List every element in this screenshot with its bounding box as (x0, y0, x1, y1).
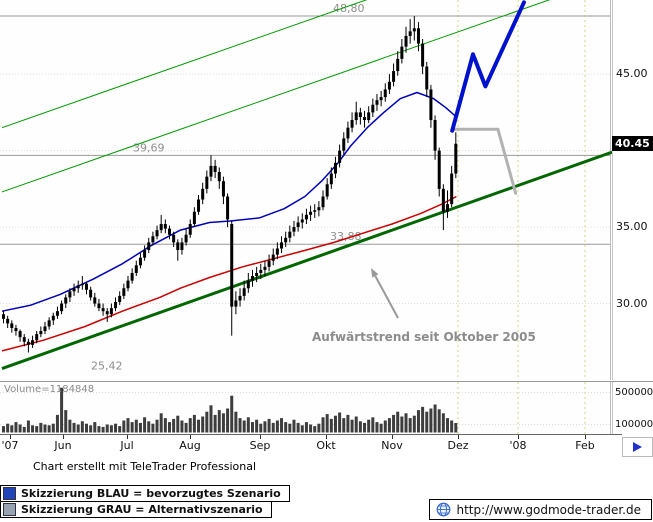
scroll-end-button[interactable] (622, 437, 653, 457)
last-price-value: 40.45 (615, 137, 650, 151)
scenario-legend: Skizzierung BLAU = bevorzugtes Szenario … (0, 485, 290, 518)
level-label: 39,69 (133, 141, 165, 154)
volume-axis-label: 1000000 (615, 418, 653, 430)
volume-chart-canvas[interactable] (0, 382, 612, 434)
time-axis-label: Aug (179, 439, 201, 452)
aufwaertstrend-seit-okt-2005 (1, 150, 612, 370)
globe-icon (436, 502, 450, 517)
time-axis-label: Sep (249, 439, 271, 452)
website-link[interactable]: http://www.godmode-trader.de (428, 499, 652, 520)
time-axis-tick (585, 435, 586, 439)
level-label: 48,80 (333, 2, 365, 15)
time-axis-tick (10, 435, 11, 439)
legend-blau-label: Skizzierung BLAU = bevorzugtes Szenario (21, 487, 281, 500)
price-axis-label: 30.00 (616, 296, 648, 310)
price-chart-canvas[interactable]: 48,80 39,69 33,88 25,42 Aufwärtstrend seit O… (0, 0, 612, 380)
mid-channel-line (1, 0, 551, 193)
last-price-badge: 40.45 (612, 136, 653, 152)
time-axis-label: Jun (54, 439, 72, 452)
ma-fast-blue (1, 91, 457, 312)
time-axis-label: Okt (316, 439, 336, 452)
time-axis-label: Nov (381, 439, 403, 452)
time-axis-label: '08 (509, 439, 527, 452)
ma-slow-red (1, 195, 457, 352)
time-axis-tick (127, 435, 128, 439)
volume-axis-label: 5000000 (615, 386, 653, 398)
annotation-arrowhead-icon (371, 268, 379, 278)
volume-bars (2, 387, 458, 433)
time-axis-label: Feb (575, 439, 595, 452)
time-axis: '07 Jun Jul Aug Sep Okt Nov Dez '08 Feb (0, 435, 653, 456)
legend-grau-label: Skizzierung GRAU = Alternativszenario (21, 503, 263, 516)
website-url: http://www.godmode-trader.de (456, 502, 642, 517)
grau-swatch-icon (3, 503, 16, 516)
time-axis-label: '07 (1, 439, 19, 452)
time-axis-line (0, 434, 622, 435)
time-axis-label: Jul (120, 439, 134, 452)
time-axis-tick (518, 435, 519, 439)
trend-annotation-text: Aufwärtstrend seit Oktober 2005 (312, 330, 536, 344)
time-axis-tick (392, 435, 393, 439)
time-axis-label: Dez (447, 439, 469, 452)
annotation-arrow-line (374, 275, 399, 319)
credit-text: Chart erstellt mit TeleTrader Profession… (33, 460, 257, 473)
upper-channel-line (1, 0, 368, 129)
price-axis-label: 35.00 (616, 220, 648, 234)
legend-row-grau: Skizzierung GRAU = Alternativszenario (0, 501, 272, 518)
legend-row-blau: Skizzierung BLAU = bevorzugtes Szenario (0, 485, 290, 502)
time-axis-tick (63, 435, 64, 439)
time-axis-tick (458, 435, 459, 439)
time-axis-tick (260, 435, 261, 439)
volume-readout: Volume=1184848 (4, 384, 95, 395)
szenario-blau-bevorzugt (450, 0, 526, 133)
scroll-arrow-icon (633, 442, 642, 452)
price-axis: 45.00 35.00 30.00 (612, 0, 653, 380)
time-axis-tick (190, 435, 191, 439)
pane-separator (0, 381, 653, 382)
level-label: 25,42 (91, 360, 123, 373)
time-axis-tick (326, 435, 327, 439)
level-label: 33,88 (330, 230, 362, 243)
blau-swatch-icon (3, 487, 16, 500)
szenario-grau-alternativ (452, 127, 518, 195)
volume-axis: 5000000 1000000 (612, 382, 653, 434)
price-axis-label: 45.00 (616, 67, 648, 81)
candlestick-series (2, 16, 458, 353)
